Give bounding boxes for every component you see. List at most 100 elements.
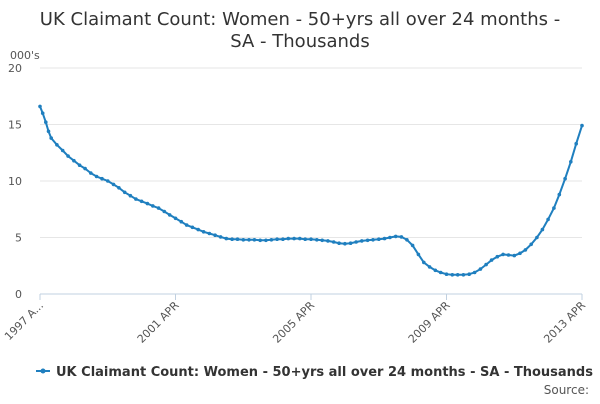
data-point (122, 190, 127, 195)
x-tick-label: 2001 APR (135, 299, 182, 346)
data-point (224, 236, 229, 241)
data-point (518, 251, 522, 256)
data-point (151, 204, 155, 208)
data-point (326, 239, 330, 243)
data-point (190, 225, 195, 230)
data-point (100, 176, 104, 181)
data-point (156, 206, 161, 210)
x-tick-label: 1997 A... (2, 299, 46, 343)
series-layer (38, 104, 584, 277)
data-point (89, 171, 93, 175)
data-point (495, 254, 500, 259)
data-point (574, 141, 578, 146)
y-tick-label: 5 (15, 232, 22, 245)
data-point (60, 148, 65, 153)
data-point (55, 143, 59, 147)
data-point (303, 237, 308, 241)
data-point (117, 186, 121, 190)
data-point (94, 174, 99, 179)
data-point (506, 253, 511, 257)
data-point (371, 238, 375, 242)
data-point (235, 237, 240, 241)
x-tick-label: 2009 APR (406, 299, 453, 346)
data-point (145, 201, 150, 206)
data-point (269, 238, 274, 242)
data-point (315, 238, 319, 242)
legend-label: UK Claimant Count: Women - 50+yrs all ov… (56, 365, 593, 380)
data-point (46, 129, 51, 134)
chart-title-line1: UK Claimant Count: Women - 50+yrs all ov… (40, 9, 560, 30)
data-point (44, 120, 48, 124)
data-point (309, 237, 313, 241)
data-point (49, 136, 53, 140)
data-point (207, 231, 212, 236)
data-point (264, 238, 268, 243)
grid-layer (40, 67, 582, 238)
data-point (563, 176, 567, 181)
data-point (77, 163, 82, 167)
data-point (337, 241, 341, 245)
data-point (343, 241, 347, 246)
x-tick-label: 2013 APR (541, 299, 588, 346)
data-point (66, 154, 70, 158)
data-point (365, 238, 370, 243)
data-point (377, 237, 381, 241)
legend[interactable]: UK Claimant Count: Women - 50+yrs all ov… (36, 365, 593, 380)
data-point (111, 182, 116, 187)
data-point (281, 237, 285, 241)
data-point (489, 258, 494, 262)
x-tick-label: 2005 APR (270, 299, 317, 346)
data-point (247, 238, 251, 242)
data-point (184, 223, 189, 227)
data-point (201, 230, 206, 234)
data-point (292, 236, 296, 241)
data-point (382, 236, 387, 241)
data-point (213, 233, 217, 237)
data-point (162, 209, 167, 214)
data-point (416, 252, 421, 257)
chart-title-line2: SA - Thousands (230, 31, 369, 52)
data-point (38, 104, 42, 109)
data-point (580, 123, 584, 128)
data-point (331, 240, 336, 244)
y-tick-label: 10 (8, 175, 22, 188)
data-point (444, 272, 449, 277)
data-point (218, 235, 223, 239)
data-point (348, 241, 353, 245)
y-axis-unit: 000's (10, 49, 40, 62)
data-point (241, 238, 246, 242)
data-point (512, 253, 517, 258)
data-point (196, 227, 200, 232)
legend-marker-swatch (40, 368, 46, 374)
data-point (167, 213, 172, 217)
data-point (484, 262, 488, 267)
data-point (472, 270, 477, 275)
data-point (461, 273, 466, 277)
data-point (298, 236, 302, 241)
data-point (286, 236, 291, 241)
data-point (252, 238, 257, 242)
data-point (410, 243, 415, 248)
data-point (173, 216, 178, 221)
data-point (40, 111, 45, 115)
source-label: Source: (544, 383, 589, 397)
data-point (467, 272, 472, 277)
data-point (360, 239, 364, 243)
data-point (388, 235, 392, 240)
axis-layer: 0 5 10 15 20 1997 A... 2001 APR 2005 APR 2009 AP… (2, 62, 588, 346)
data-point (405, 238, 409, 242)
data-point (478, 267, 483, 271)
data-point (529, 242, 533, 247)
data-point (354, 240, 358, 244)
data-point (139, 199, 144, 204)
y-tick-label: 15 (8, 119, 22, 132)
data-point (546, 217, 550, 222)
data-point (427, 265, 432, 269)
series-line (39, 106, 583, 276)
data-point (450, 273, 455, 277)
data-point (501, 252, 505, 257)
data-point (523, 248, 528, 252)
data-point (540, 227, 545, 232)
data-point (535, 235, 539, 240)
